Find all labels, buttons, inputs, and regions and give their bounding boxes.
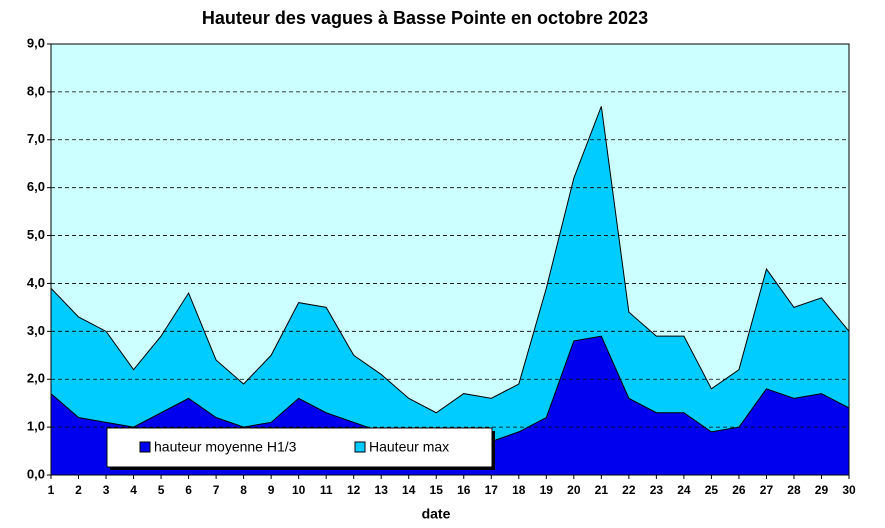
x-tick-label: 11 bbox=[320, 483, 333, 497]
y-tick-label: 7,0 bbox=[27, 131, 45, 146]
x-tick-label: 29 bbox=[815, 483, 829, 497]
x-tick-label: 20 bbox=[567, 483, 581, 497]
y-tick-label: 1,0 bbox=[27, 419, 45, 434]
x-axis-label: date bbox=[422, 506, 451, 522]
x-tick-label: 25 bbox=[705, 483, 719, 497]
legend-swatch bbox=[139, 441, 151, 453]
x-tick-label: 23 bbox=[650, 483, 664, 497]
y-tick-label: 3,0 bbox=[27, 323, 45, 338]
x-tick-label: 8 bbox=[240, 483, 247, 497]
x-tick-label: 9 bbox=[268, 483, 275, 497]
y-tick-label: 8,0 bbox=[27, 83, 45, 98]
y-tick-label: 4,0 bbox=[27, 275, 45, 290]
x-tick-label: 17 bbox=[485, 483, 499, 497]
x-tick-label: 27 bbox=[760, 483, 774, 497]
x-tick-label: 18 bbox=[512, 483, 526, 497]
x-tick-label: 13 bbox=[375, 483, 389, 497]
x-tick-label: 21 bbox=[595, 483, 609, 497]
x-tick-label: 28 bbox=[787, 483, 801, 497]
area bbox=[50, 106, 850, 476]
legend bbox=[106, 427, 493, 468]
x-tick-label: 3 bbox=[103, 483, 110, 497]
plot-frame bbox=[50, 43, 850, 476]
x-tick-label: 26 bbox=[732, 483, 746, 497]
y-tick-label: 5,0 bbox=[27, 227, 45, 242]
x-tick-label: 4 bbox=[130, 483, 137, 497]
legend-label: hauteur moyenne H1/3 bbox=[154, 439, 297, 455]
x-tick-label: 16 bbox=[457, 483, 471, 497]
x-tick-label: 12 bbox=[347, 483, 361, 497]
x-tick-label: 30 bbox=[842, 483, 856, 497]
x-tick-label: 14 bbox=[402, 483, 416, 497]
chart-title: Hauteur des vagues à Basse Pointe en oct… bbox=[202, 8, 648, 28]
y-tick-label: 9,0 bbox=[27, 35, 45, 50]
x-tick-label: 10 bbox=[292, 483, 306, 497]
x-tick-label: 1 bbox=[48, 483, 55, 497]
x-tick-label: 15 bbox=[430, 483, 444, 497]
x-tick-label: 19 bbox=[540, 483, 554, 497]
x-tick-label: 22 bbox=[622, 483, 636, 497]
legend-swatch bbox=[354, 441, 366, 453]
x-tick-label: 24 bbox=[677, 483, 691, 497]
x-tick-label: 2 bbox=[75, 483, 82, 497]
x-tick-label: 5 bbox=[158, 483, 165, 497]
x-tick-label: 7 bbox=[213, 483, 220, 497]
y-tick-label: 0,0 bbox=[27, 466, 45, 481]
y-tick-label: 2,0 bbox=[27, 371, 45, 386]
x-tick-label: 6 bbox=[185, 483, 192, 497]
y-tick-label: 6,0 bbox=[27, 179, 45, 194]
legend-label: Hauteur max bbox=[369, 439, 449, 455]
